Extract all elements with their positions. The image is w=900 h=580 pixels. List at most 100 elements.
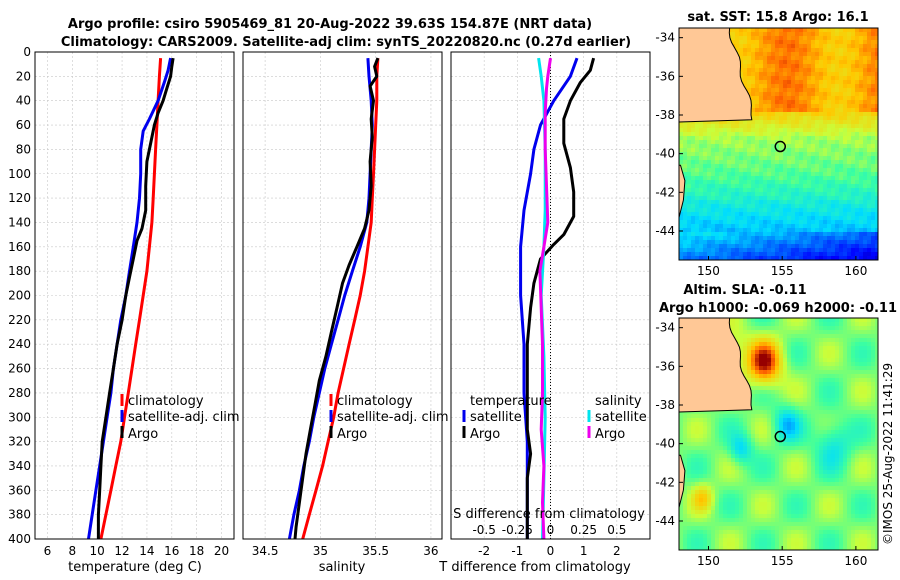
heatmap-cell — [739, 446, 744, 451]
heatmap-cell — [875, 244, 878, 249]
heatmap-cell — [799, 160, 804, 165]
heatmap-cell — [863, 128, 868, 133]
heatmap-cell — [843, 200, 848, 205]
heatmap-cell — [707, 224, 712, 229]
heatmap-cell — [867, 148, 872, 153]
heatmap-cell — [831, 366, 836, 371]
heatmap-cell — [799, 338, 804, 343]
heatmap-cell — [751, 44, 756, 49]
heatmap-cell — [779, 204, 784, 209]
heatmap-cell — [759, 124, 764, 129]
heatmap-cell — [799, 354, 804, 359]
heatmap-cell — [803, 84, 808, 89]
heatmap-cell — [851, 330, 856, 335]
heatmap-cell — [727, 462, 732, 467]
heatmap-cell — [827, 168, 832, 173]
heatmap-cell — [703, 418, 708, 423]
heatmap-cell — [803, 156, 808, 161]
heatmap-cell — [875, 108, 878, 113]
heatmap-cell — [815, 196, 820, 201]
heatmap-cell — [751, 212, 756, 217]
heatmap-cell — [695, 216, 700, 221]
heatmap-cell — [787, 44, 792, 49]
heatmap-cell — [759, 64, 764, 69]
heatmap-cell — [819, 136, 824, 141]
heatmap-cell — [843, 152, 848, 157]
heatmap-cell — [855, 208, 860, 213]
heatmap-cell — [867, 176, 872, 181]
heatmap-cell — [767, 342, 772, 347]
heatmap-cell — [791, 56, 796, 61]
heatmap-cell — [851, 168, 856, 173]
heatmap-cell — [683, 414, 688, 419]
heatmap-cell — [715, 200, 720, 205]
heatmap-cell — [811, 200, 816, 205]
heatmap-cell — [767, 64, 772, 69]
heatmap-cell — [755, 192, 760, 197]
heatmap-cell — [707, 426, 712, 431]
heatmap-cell — [695, 252, 700, 257]
heatmap-cell — [715, 184, 720, 189]
heatmap-cell — [811, 224, 816, 229]
heatmap-cell — [679, 430, 684, 435]
heatmap-cell — [779, 44, 784, 49]
heatmap-cell — [719, 136, 724, 141]
heatmap-cell — [851, 152, 856, 157]
heatmap-cell — [827, 84, 832, 89]
heatmap-cell — [719, 466, 724, 471]
heatmap-cell — [731, 326, 736, 331]
heatmap-cell — [727, 128, 732, 133]
heatmap-cell — [847, 100, 852, 105]
heatmap-cell — [755, 156, 760, 161]
heatmap-cell — [751, 168, 756, 173]
heatmap-cell — [795, 136, 800, 141]
heatmap-cell — [843, 458, 848, 463]
heatmap-cell — [711, 462, 716, 467]
heatmap-cell — [743, 80, 748, 85]
heatmap-cell — [759, 330, 764, 335]
heatmap-cell — [795, 454, 800, 459]
heatmap-cell — [759, 342, 764, 347]
heatmap-cell — [871, 442, 876, 447]
heatmap-cell — [739, 240, 744, 245]
heatmap-cell — [751, 124, 756, 129]
heatmap-cell — [743, 338, 748, 343]
heatmap-cell — [751, 334, 756, 339]
heatmap-cell — [787, 414, 792, 419]
heatmap-cell — [843, 410, 848, 415]
heatmap-cell — [783, 168, 788, 173]
heatmap-cell — [819, 458, 824, 463]
heatmap-cell — [799, 192, 804, 197]
heatmap-cell — [727, 418, 732, 423]
heatmap-cell — [851, 248, 856, 253]
heatmap-cell — [807, 148, 812, 153]
heatmap-cell — [755, 172, 760, 177]
heatmap-cell — [799, 458, 804, 463]
heatmap-cell — [819, 36, 824, 41]
heatmap-cell — [847, 180, 852, 185]
heatmap-cell — [695, 160, 700, 165]
heatmap-cell — [739, 196, 744, 201]
heatmap-cell — [847, 56, 852, 61]
heatmap-cell — [707, 124, 712, 129]
heatmap-cell — [751, 418, 756, 423]
heatmap-cell — [819, 390, 824, 395]
heatmap-cell — [699, 200, 704, 205]
heatmap-cell — [875, 426, 878, 431]
heatmap-cell — [679, 240, 684, 245]
heatmap-cell — [787, 100, 792, 105]
heatmap-cell — [827, 330, 832, 335]
heatmap-cell — [715, 462, 720, 467]
heatmap-cell — [875, 168, 878, 173]
heatmap-cell — [787, 28, 792, 33]
heatmap-cell — [831, 160, 836, 165]
heatmap-cell — [847, 454, 852, 459]
heatmap-cell — [855, 60, 860, 65]
heatmap-cell — [743, 152, 748, 157]
heatmap-cell — [839, 350, 844, 355]
heatmap-cell — [695, 462, 700, 467]
heatmap-cell — [759, 80, 764, 85]
heatmap-cell — [803, 362, 808, 367]
heatmap-cell — [723, 200, 728, 205]
heatmap-cell — [747, 188, 752, 193]
